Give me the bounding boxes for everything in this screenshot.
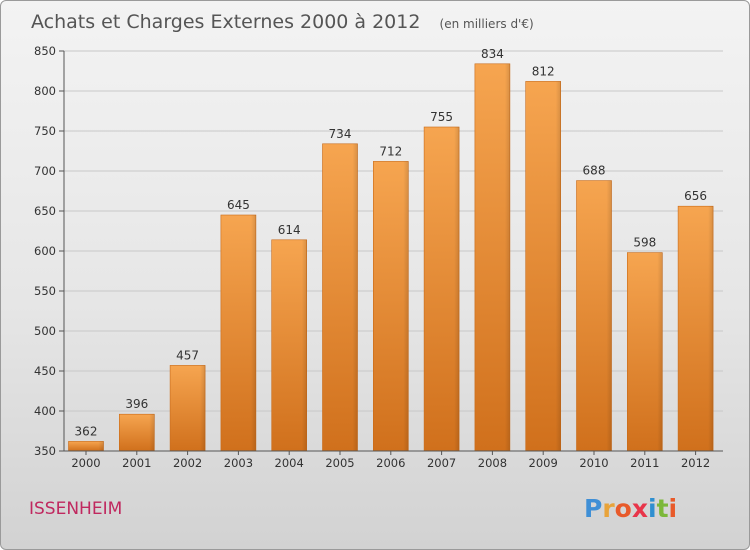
bar-shade (250, 215, 256, 451)
logo-letter: P (584, 494, 602, 523)
x-tick-label: 2008 (478, 456, 507, 470)
x-tick-label: 2003 (224, 456, 253, 470)
x-tick-label: 2001 (122, 456, 151, 470)
bar (68, 441, 104, 452)
x-tick-label: 2006 (376, 456, 405, 470)
x-tick-label: 2007 (427, 456, 456, 470)
logo-letter: t (657, 494, 669, 523)
bar-shade (200, 365, 206, 451)
bar-shade (606, 180, 612, 451)
bar (423, 126, 460, 452)
bar (576, 180, 612, 452)
bar (119, 413, 155, 452)
x-tick-label: 2011 (630, 456, 659, 470)
data-labels: 362 396 457 645 614 734 712 755 834 812 688 598 656 (75, 47, 708, 439)
data-label: 457 (176, 348, 199, 362)
logo-letter: r (602, 494, 615, 523)
bar-shade (454, 127, 460, 451)
data-label: 812 (532, 64, 555, 78)
bar (220, 214, 257, 452)
y-tick-label: 850 (34, 44, 56, 58)
bar-shade (504, 63, 510, 452)
data-label: 645 (227, 198, 250, 212)
bar-shade (403, 161, 409, 451)
bar (372, 161, 409, 452)
y-tick-label: 450 (34, 364, 56, 378)
data-label: 614 (278, 223, 301, 237)
data-label: 688 (583, 164, 606, 178)
chart-subtitle: (en milliers d'€) (440, 17, 534, 31)
x-tick-label: 2000 (71, 456, 100, 470)
bars (68, 63, 714, 452)
bar (322, 143, 358, 452)
y-tick-label: 350 (34, 444, 56, 458)
y-tick-label: 550 (34, 284, 56, 298)
y-tick-label: 700 (34, 164, 56, 178)
bar (525, 81, 562, 452)
data-label: 396 (125, 397, 148, 411)
logo-letter: o (615, 494, 632, 523)
y-axis: 350 400 450 500 550 600 650 700 750 800 850 (34, 44, 65, 458)
bar (474, 63, 511, 452)
x-tick-label: 2010 (579, 456, 608, 470)
data-label: 598 (633, 236, 656, 250)
y-tick-label: 800 (34, 84, 56, 98)
bar-shade (301, 239, 307, 451)
bar (626, 252, 663, 452)
proxiti-logo: Proxiti (584, 494, 677, 523)
chart-title: Achats et Charges Externes 2000 à 2012 (… (31, 11, 534, 33)
chart-title-main: Achats et Charges Externes 2000 à 2012 (31, 11, 420, 33)
y-tick-label: 400 (34, 404, 56, 418)
x-tick-label: 2009 (529, 456, 558, 470)
logo-letter: i (648, 494, 657, 523)
commune-name: ISSENHEIM (29, 499, 122, 519)
x-tick-label: 2004 (275, 456, 304, 470)
bar-shade (555, 81, 561, 452)
data-label: 712 (379, 144, 402, 158)
bar-shade (98, 441, 104, 451)
y-tick-label: 600 (34, 244, 56, 258)
bar-shade (352, 143, 358, 452)
logo-letter: i (669, 494, 678, 523)
y-tick-label: 750 (34, 124, 56, 138)
bar-shade (149, 414, 155, 451)
x-axis: 2000 2001 2002 2003 2004 2005 2006 2007 2008 2009… (64, 450, 723, 470)
bar (677, 205, 714, 452)
bar-shade (708, 206, 714, 451)
data-label: 755 (430, 110, 453, 124)
logo-letter: x (632, 494, 648, 523)
x-tick-label: 2005 (325, 456, 354, 470)
y-tick-label: 650 (34, 204, 56, 218)
y-tick-label: 500 (34, 324, 56, 338)
bar (169, 365, 206, 452)
data-label: 734 (329, 127, 352, 141)
bar (271, 239, 308, 452)
bar-shade (657, 252, 663, 451)
data-label: 362 (75, 424, 98, 438)
data-label: 656 (684, 189, 707, 203)
x-tick-label: 2012 (681, 456, 710, 470)
x-tick-label: 2002 (173, 456, 202, 470)
data-label: 834 (481, 47, 504, 61)
